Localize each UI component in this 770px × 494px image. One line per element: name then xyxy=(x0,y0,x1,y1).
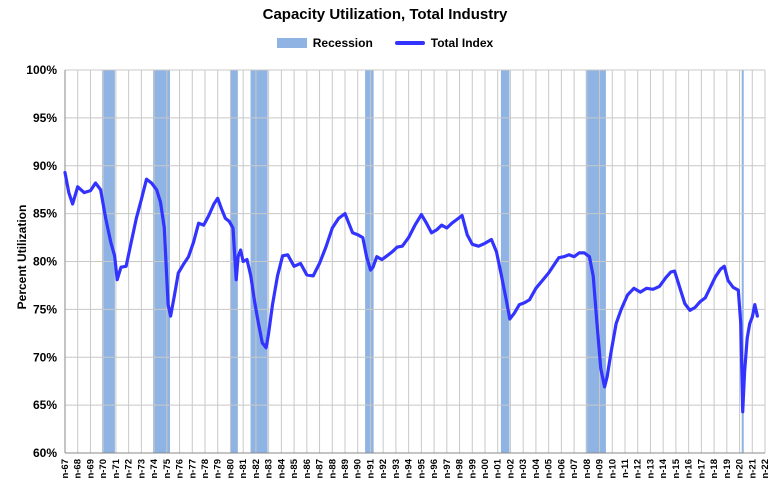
x-tick-label-43: n-10 xyxy=(607,459,618,479)
legend-item-recession: Recession xyxy=(276,36,373,50)
y-tick-label-3: 75% xyxy=(33,302,57,316)
x-tick-label-5: n-72 xyxy=(124,459,135,479)
x-tick-label-40: n-07 xyxy=(569,459,580,479)
x-tick-label-32: n-99 xyxy=(467,459,478,479)
x-tick-label-48: n-15 xyxy=(671,458,682,478)
x-tick-label-19: n-86 xyxy=(302,459,313,479)
x-tick-label-46: n-13 xyxy=(645,459,656,479)
x-tick-label-41: n-08 xyxy=(582,459,593,479)
x-tick-label-39: n-06 xyxy=(556,459,567,479)
y-tick-label-6: 90% xyxy=(33,159,57,173)
x-tick-label-47: n-14 xyxy=(658,458,669,478)
x-tick-label-20: n-87 xyxy=(315,459,326,479)
x-tick-label-51: n-18 xyxy=(709,459,720,479)
x-tick-label-37: n-04 xyxy=(531,458,542,478)
y-tick-label-7: 95% xyxy=(33,111,57,125)
x-tick-label-27: n-94 xyxy=(404,458,415,478)
x-tick-label-42: n-09 xyxy=(595,459,606,479)
x-tick-label-6: n-73 xyxy=(136,459,147,479)
x-tick-label-26: n-93 xyxy=(391,459,402,479)
x-tick-label-36: n-03 xyxy=(518,459,529,479)
legend-item-total-index: Total Index xyxy=(394,36,494,50)
x-tick-label-12: n-79 xyxy=(213,459,224,479)
x-tick-label-33: n-00 xyxy=(480,459,491,479)
y-tick-label-8: 100% xyxy=(26,63,57,77)
x-tick-label-52: n-19 xyxy=(722,459,733,479)
x-tick-label-23: n-90 xyxy=(353,459,364,479)
y-tick-label-1: 65% xyxy=(33,398,57,412)
x-tick-label-3: n-70 xyxy=(98,459,109,479)
legend-swatch-recession xyxy=(276,38,307,48)
x-tick-label-17: n-84 xyxy=(276,458,287,478)
x-tick-label-16: n-83 xyxy=(264,459,275,479)
x-tick-label-35: n-02 xyxy=(505,459,516,479)
x-tick-label-9: n-76 xyxy=(175,459,186,479)
x-tick-label-21: n-88 xyxy=(327,459,338,479)
x-tick-label-15: n-82 xyxy=(251,459,262,479)
x-tick-label-24: n-91 xyxy=(365,458,376,478)
x-tick-label-29: n-96 xyxy=(429,459,440,479)
x-tick-label-54: n-21 xyxy=(747,458,758,478)
x-tick-label-28: n-95 xyxy=(416,458,427,478)
x-tick-label-2: n-69 xyxy=(85,459,96,479)
x-tick-label-38: n-05 xyxy=(544,458,555,478)
x-tick-label-44: n-11 xyxy=(620,458,631,478)
x-tick-label-55: n-22 xyxy=(760,459,770,479)
y-tick-label-4: 80% xyxy=(33,255,57,269)
x-tick-label-7: n-74 xyxy=(149,458,160,478)
x-tick-label-34: n-01 xyxy=(493,458,504,478)
x-tick-label-4: n-71 xyxy=(111,458,122,478)
y-tick-label-2: 70% xyxy=(33,350,57,364)
x-tick-label-22: n-89 xyxy=(340,459,351,479)
series-line-total-index xyxy=(63,170,760,414)
x-tick-label-49: n-16 xyxy=(684,459,695,479)
x-tick-label-10: n-77 xyxy=(187,459,198,479)
x-tick-label-18: n-85 xyxy=(289,458,300,478)
x-tick-label-0: n-67 xyxy=(60,459,71,479)
x-tick-label-45: n-12 xyxy=(633,459,644,479)
legend: Recession Total Index xyxy=(0,36,770,50)
x-tick-label-53: n-20 xyxy=(735,459,746,479)
chart-title: Capacity Utilization, Total Industry xyxy=(262,6,508,23)
legend-label-total-index: Total Index xyxy=(430,36,494,50)
x-tick-label-13: n-80 xyxy=(225,459,236,479)
x-tick-label-30: n-97 xyxy=(442,459,453,479)
y-tick-label-5: 85% xyxy=(33,207,57,221)
x-tick-label-50: n-17 xyxy=(696,459,707,479)
x-tick-label-14: n-81 xyxy=(238,458,249,478)
x-tick-label-11: n-78 xyxy=(200,459,211,479)
legend-swatch-total-index xyxy=(394,41,425,45)
y-tick-label-0: 60% xyxy=(33,446,57,460)
x-tick-label-1: n-68 xyxy=(73,459,84,479)
legend-label-recession: Recession xyxy=(312,36,373,50)
x-tick-label-25: n-92 xyxy=(378,459,389,479)
x-tick-label-8: n-75 xyxy=(162,458,173,478)
x-tick-label-31: n-98 xyxy=(455,459,466,479)
